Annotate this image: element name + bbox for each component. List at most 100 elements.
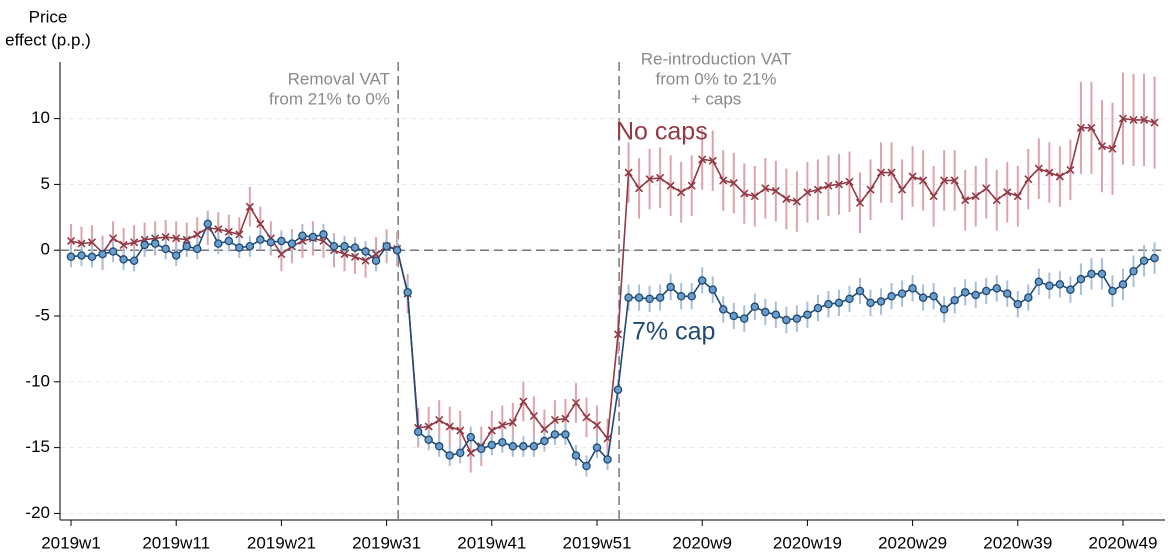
marker bbox=[224, 236, 234, 246]
marker bbox=[1129, 267, 1138, 276]
marker bbox=[1055, 172, 1064, 181]
marker bbox=[308, 232, 318, 242]
marker bbox=[235, 230, 244, 239]
marker bbox=[1150, 253, 1159, 263]
marker bbox=[771, 186, 780, 196]
marker bbox=[834, 180, 844, 189]
marker bbox=[981, 286, 991, 296]
marker bbox=[508, 442, 518, 451]
y-axis-label: Price bbox=[29, 7, 68, 26]
marker bbox=[603, 455, 612, 464]
marker bbox=[750, 192, 759, 201]
marker bbox=[740, 314, 749, 323]
y-tick-label: -20 bbox=[25, 503, 50, 522]
series-label: 7% cap bbox=[632, 318, 715, 346]
annotation: from 0% to 21% bbox=[656, 69, 777, 88]
marker bbox=[1034, 164, 1043, 173]
marker bbox=[445, 422, 454, 431]
marker bbox=[982, 184, 991, 193]
marker bbox=[529, 442, 539, 451]
marker bbox=[571, 398, 581, 407]
marker bbox=[729, 311, 739, 321]
marker bbox=[150, 239, 160, 248]
marker bbox=[666, 282, 675, 292]
marker bbox=[635, 184, 644, 193]
marker bbox=[1087, 269, 1096, 279]
marker bbox=[897, 289, 907, 298]
marker bbox=[87, 238, 97, 247]
marker bbox=[245, 242, 255, 251]
marker bbox=[403, 288, 412, 297]
marker bbox=[529, 411, 538, 421]
marker bbox=[1024, 175, 1033, 184]
marker bbox=[434, 442, 444, 451]
marker bbox=[908, 284, 917, 293]
marker bbox=[182, 242, 191, 251]
marker bbox=[992, 196, 1001, 205]
marker bbox=[1045, 281, 1054, 290]
x-tick-label: 2019w1 bbox=[41, 533, 101, 552]
marker bbox=[193, 230, 202, 239]
marker bbox=[392, 245, 402, 255]
marker bbox=[235, 243, 244, 252]
marker bbox=[161, 232, 170, 242]
y-tick-label: -5 bbox=[35, 305, 50, 324]
marker bbox=[919, 176, 928, 185]
x-tick-label: 2020w9 bbox=[672, 533, 732, 552]
marker bbox=[1097, 142, 1107, 151]
marker bbox=[487, 440, 497, 450]
marker bbox=[929, 192, 938, 201]
y-tick-label: -10 bbox=[25, 371, 50, 390]
marker bbox=[855, 286, 865, 296]
marker bbox=[1097, 269, 1107, 279]
marker bbox=[340, 242, 349, 251]
marker bbox=[887, 292, 896, 301]
marker bbox=[540, 425, 549, 434]
marker bbox=[161, 244, 170, 254]
marker bbox=[708, 156, 717, 165]
marker bbox=[172, 234, 181, 243]
marker bbox=[718, 305, 728, 314]
marker bbox=[1129, 115, 1138, 124]
marker bbox=[824, 181, 833, 190]
marker bbox=[372, 250, 381, 259]
marker bbox=[87, 252, 97, 262]
annotation: from 21% to 0% bbox=[269, 89, 390, 108]
marker bbox=[813, 185, 822, 194]
marker bbox=[645, 294, 654, 304]
marker bbox=[782, 315, 791, 325]
marker bbox=[382, 242, 391, 251]
marker bbox=[498, 438, 507, 447]
marker bbox=[940, 176, 949, 185]
marker bbox=[761, 307, 770, 317]
marker bbox=[424, 422, 433, 431]
marker bbox=[613, 330, 623, 339]
marker bbox=[1013, 192, 1022, 201]
marker bbox=[750, 302, 760, 312]
marker bbox=[582, 461, 591, 471]
marker bbox=[624, 293, 633, 302]
marker bbox=[887, 168, 896, 177]
marker bbox=[876, 297, 886, 306]
marker bbox=[171, 251, 181, 260]
marker bbox=[603, 434, 612, 443]
marker bbox=[340, 250, 349, 259]
marker bbox=[319, 230, 328, 239]
marker bbox=[287, 239, 297, 248]
marker bbox=[666, 181, 675, 190]
marker bbox=[582, 413, 591, 422]
marker bbox=[939, 305, 949, 314]
marker bbox=[971, 290, 980, 300]
marker bbox=[361, 247, 370, 256]
x-tick-label: 2019w21 bbox=[247, 533, 316, 552]
x-tick-label: 2020w49 bbox=[1088, 533, 1157, 552]
marker bbox=[319, 236, 328, 246]
marker bbox=[550, 430, 560, 439]
marker bbox=[845, 294, 854, 304]
x-tick-label: 2020w39 bbox=[983, 533, 1052, 552]
marker bbox=[813, 303, 823, 313]
y-tick-label: 5 bbox=[41, 174, 50, 193]
marker bbox=[656, 173, 665, 182]
marker bbox=[697, 276, 707, 285]
